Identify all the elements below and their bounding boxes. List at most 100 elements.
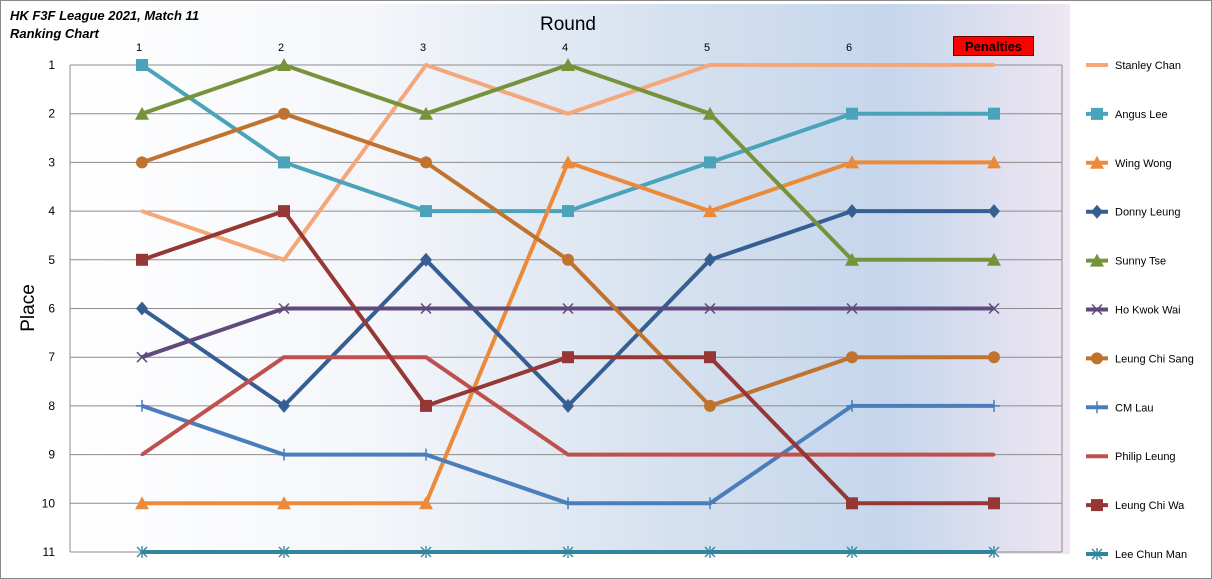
data-point	[1090, 253, 1104, 267]
data-point	[987, 155, 1001, 169]
data-point	[846, 546, 858, 558]
y-tick-label: 9	[48, 448, 55, 462]
data-point	[562, 398, 574, 413]
x-axis-title: Round	[540, 14, 596, 35]
data-point	[846, 107, 858, 120]
data-point	[704, 302, 716, 315]
y-axis-title: Place	[18, 284, 39, 332]
y-tick-label: 2	[48, 107, 55, 121]
data-point	[561, 155, 575, 169]
data-point	[419, 496, 433, 510]
data-point	[988, 399, 1000, 412]
penalties-button[interactable]: Penalties	[953, 36, 1034, 56]
x-tick-label: 6	[846, 42, 852, 54]
data-point	[278, 302, 290, 315]
data-point	[1090, 155, 1104, 169]
data-point	[282, 258, 286, 262]
data-point	[562, 351, 574, 364]
legend-label: Leung Chi Wa	[1115, 500, 1185, 512]
data-point	[278, 398, 290, 413]
data-point	[561, 58, 575, 71]
data-point	[988, 107, 1000, 120]
data-point	[845, 252, 859, 266]
data-point	[704, 351, 716, 364]
data-point	[850, 63, 854, 67]
data-point	[277, 58, 291, 71]
data-point	[420, 252, 432, 267]
data-point	[424, 63, 428, 67]
data-point	[846, 351, 858, 364]
data-point	[1091, 204, 1103, 219]
data-point	[562, 546, 574, 558]
data-point	[420, 205, 432, 218]
data-point	[708, 63, 712, 67]
data-point	[987, 252, 1001, 266]
data-point	[420, 302, 432, 315]
x-tick-label: 5	[704, 42, 710, 54]
data-point	[136, 351, 148, 363]
data-point	[278, 107, 290, 120]
data-point	[566, 453, 570, 457]
data-point	[703, 204, 717, 218]
legend-label: Wing Wong	[1115, 158, 1172, 170]
legend-label: Angus Lee	[1115, 109, 1168, 121]
legend-label: Lee Chun Man	[1115, 549, 1187, 561]
data-point	[1091, 499, 1103, 512]
data-point	[992, 453, 996, 457]
y-tick-label: 11	[43, 545, 56, 559]
data-point	[136, 253, 148, 266]
y-tick-label: 7	[48, 350, 55, 364]
data-point	[988, 497, 1000, 510]
y-tick-label: 10	[42, 496, 56, 510]
data-point	[420, 448, 432, 461]
data-point	[992, 63, 996, 67]
data-point	[140, 209, 144, 213]
y-tick-label: 8	[48, 399, 55, 413]
data-point	[704, 497, 716, 510]
data-point	[136, 301, 148, 316]
data-point	[704, 399, 716, 412]
data-point	[850, 453, 854, 457]
data-point	[420, 546, 432, 558]
data-point	[704, 252, 716, 267]
data-point	[419, 106, 433, 120]
y-tick-label: 1	[48, 58, 55, 72]
data-point	[278, 546, 290, 558]
data-point	[136, 399, 148, 412]
x-tick-label: 2	[278, 42, 284, 54]
data-point	[562, 205, 574, 218]
x-tick-label: 3	[420, 42, 426, 54]
legend-label: CM Lau	[1115, 402, 1154, 414]
data-point	[1091, 401, 1103, 414]
data-point	[277, 496, 291, 510]
data-point	[846, 204, 858, 219]
plot-background	[70, 4, 1070, 554]
data-point	[420, 156, 432, 169]
data-point	[988, 546, 1000, 558]
data-point	[562, 253, 574, 266]
data-point	[282, 355, 286, 359]
data-point	[278, 205, 290, 218]
y-tick-label: 6	[48, 302, 55, 316]
x-tick-label: 4	[562, 42, 568, 54]
data-point	[562, 302, 574, 315]
data-point	[278, 156, 290, 169]
data-point	[566, 112, 570, 116]
data-point	[988, 351, 1000, 364]
data-point	[846, 302, 858, 315]
data-point	[988, 204, 1000, 219]
y-tick-label: 5	[48, 253, 55, 267]
data-point	[988, 302, 1000, 315]
data-point	[420, 399, 432, 412]
data-point	[703, 106, 717, 120]
data-point	[704, 156, 716, 169]
data-point	[140, 453, 144, 457]
data-point	[704, 546, 716, 558]
legend-label: Sunny Tse	[1115, 256, 1166, 268]
data-point	[708, 453, 712, 457]
data-point	[846, 497, 858, 510]
data-point	[1091, 548, 1103, 560]
x-tick-label: 1	[136, 42, 142, 54]
data-point	[846, 399, 858, 412]
